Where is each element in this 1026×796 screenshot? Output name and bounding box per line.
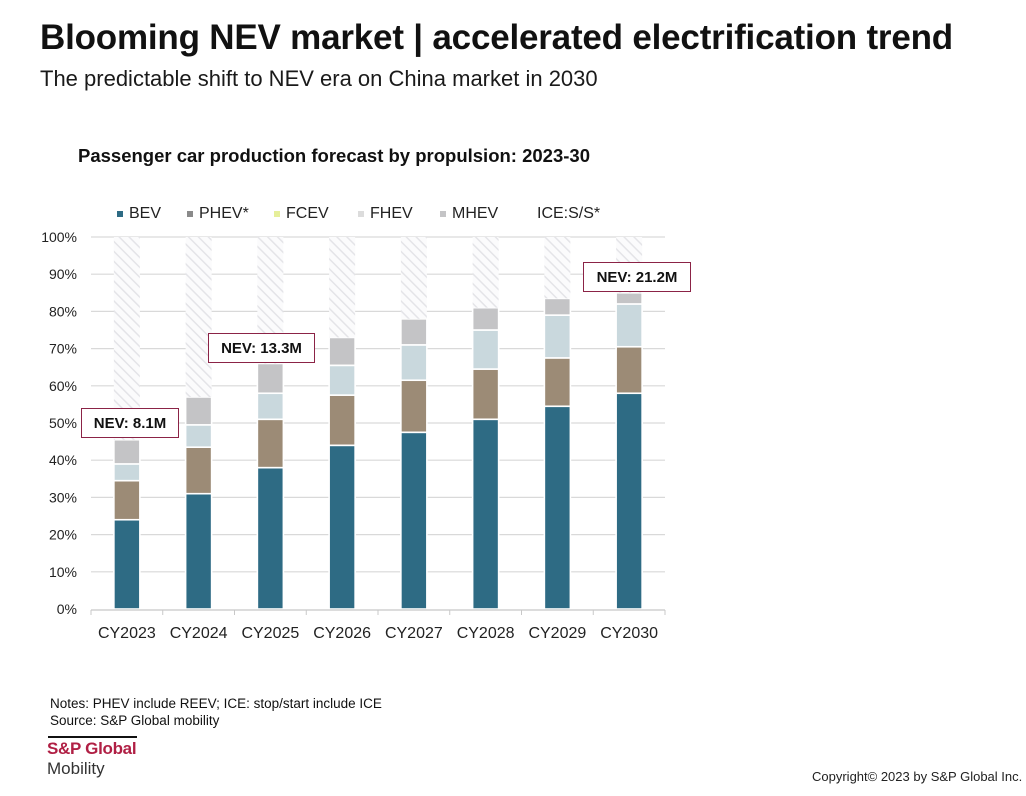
x-tick-label: CY2028 (457, 625, 515, 642)
y-tick-label: 90% (49, 266, 77, 282)
page-title: Blooming NEV market | accelerated electr… (40, 18, 953, 57)
y-tick-label: 100% (41, 229, 77, 245)
x-tick-label: CY2029 (528, 625, 586, 642)
logo-divider (48, 736, 137, 738)
bar-segment-mhev (328, 336, 356, 367)
brand-logo-subtitle: Mobility (47, 759, 105, 778)
x-tick-label: CY2024 (170, 625, 228, 642)
legend-item-ice: ICE:S/S* (537, 205, 600, 223)
x-tick-label: CY2027 (385, 625, 443, 642)
legend-label-phev: PHEV* (199, 205, 249, 222)
bar-segment-bev (256, 466, 285, 610)
bar-segment-mhev (471, 306, 500, 331)
bar-segment-phev (184, 446, 213, 495)
legend-swatch-fcev (274, 211, 280, 217)
notes-text: Notes: PHEV include REEV; ICE: stop/star… (50, 696, 382, 711)
bar-segment-mhev (400, 318, 428, 346)
bar-segment-bev (400, 431, 428, 610)
bar-segment-icess (185, 237, 212, 397)
bar-segment-icess (472, 237, 499, 308)
bar-segment-fhev (256, 392, 285, 421)
bar-segment-fhev (328, 364, 356, 396)
y-tick-label: 60% (49, 378, 77, 394)
bar-segment-bev (471, 418, 500, 610)
bar-segment-phev (400, 379, 428, 434)
bar-segment-bev (184, 492, 213, 610)
bar-segment-bev (328, 444, 356, 610)
legend-label-fhev: FHEV (370, 205, 413, 222)
bar-segment-phev (543, 357, 572, 408)
legend-item-mhev: MHEV (440, 205, 498, 223)
bar-segment-mhev (113, 438, 141, 465)
bar-segment-phev (328, 394, 356, 447)
brand-logo: S&P Global (47, 739, 137, 758)
bars (113, 237, 643, 610)
x-tick-label: CY2023 (98, 625, 156, 642)
y-tick-label: 40% (49, 452, 77, 468)
bar-segment-phev (615, 345, 643, 395)
axes: 0% 10% 20% 30% 40% 50% 60% 70% 80% 90% 100% CY2023 C… (41, 229, 666, 642)
x-tick-label: CY2025 (241, 625, 299, 642)
y-tick-label: 0% (57, 601, 77, 617)
bar-segment-mhev (543, 297, 572, 316)
bar-segment-icess (400, 237, 427, 319)
legend-swatch-fhev (358, 211, 364, 217)
bar-segment-fhev (615, 303, 643, 348)
bar-segment-phev (471, 368, 500, 421)
bar-segment-fhev (471, 329, 500, 370)
nev-callout: NEV: 8.1M (81, 408, 179, 438)
nev-callout: NEV: 13.3M (208, 333, 315, 363)
page-subtitle: The predictable shift to NEV era on Chin… (40, 66, 598, 91)
legend-label-fcev: FCEV (286, 205, 329, 222)
legend-swatch-bev (117, 211, 123, 217)
legend-swatch-mhev (440, 211, 446, 217)
y-tick-label: 20% (49, 527, 77, 543)
nev-callout: NEV: 21.2M (583, 262, 691, 292)
legend-label-bev: BEV (129, 205, 162, 222)
bar-segment-fhev (184, 424, 213, 448)
y-tick-label: 30% (49, 489, 77, 505)
bar-segment-fhev (113, 463, 141, 482)
bar-segment-fhev (400, 344, 428, 382)
copyright-text: Copyright© 2023 by S&P Global Inc. (812, 769, 1023, 784)
bar-segment-bev (543, 405, 572, 610)
legend-item-phev: PHEV* (187, 205, 249, 223)
bar-segment-bev (615, 392, 643, 610)
bar-segment-icess (544, 237, 571, 299)
bar-segment-bev (113, 518, 141, 610)
source-text: Source: S&P Global mobility (50, 713, 220, 728)
bar-segment-phev (113, 479, 141, 521)
x-tick-label: CY2030 (600, 625, 658, 642)
legend-item-bev: BEV (117, 205, 161, 223)
legend-label-ice: ICE:S/S* (537, 205, 601, 222)
chart-notes: Notes: PHEV include REEV; ICE: stop/star… (50, 695, 382, 729)
legend-item-fhev: FHEV (358, 205, 413, 223)
bar-segment-phev (256, 418, 285, 469)
y-tick-label: 70% (49, 341, 77, 357)
y-tick-label: 10% (49, 564, 77, 580)
y-tick-label: 80% (49, 303, 77, 319)
legend-item-fcev: FCEV (274, 205, 329, 223)
y-tick-label: 50% (49, 415, 77, 431)
x-tick-label: CY2026 (313, 625, 371, 642)
bar-segment-mhev (615, 291, 643, 305)
bar-segment-mhev (256, 362, 285, 395)
legend-swatch-phev (187, 211, 193, 217)
chart-title: Passenger car production forecast by pro… (78, 145, 590, 166)
gridlines (91, 236, 665, 573)
bar-segment-icess (329, 237, 356, 338)
bar-segment-mhev (184, 396, 213, 426)
legend-label-mhev: MHEV (452, 205, 499, 222)
bar-segment-icess (113, 237, 140, 440)
bar-segment-fhev (543, 314, 572, 359)
